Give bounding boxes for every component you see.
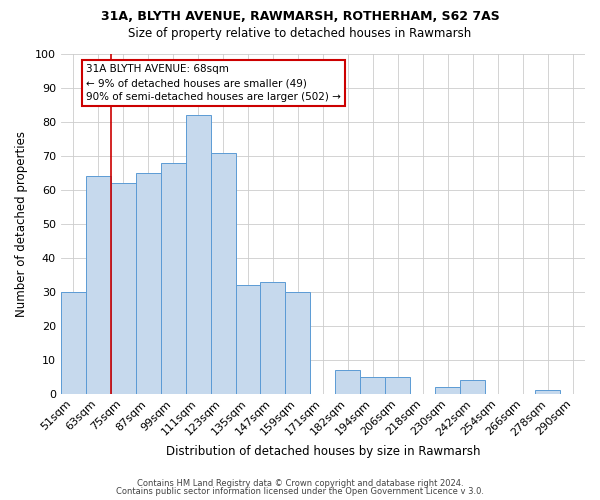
Bar	[286, 292, 310, 394]
Text: Contains public sector information licensed under the Open Government Licence v : Contains public sector information licen…	[116, 487, 484, 496]
Bar	[535, 390, 560, 394]
Bar	[385, 376, 410, 394]
Bar	[136, 173, 161, 394]
Text: 31A, BLYTH AVENUE, RAWMARSH, ROTHERHAM, S62 7AS: 31A, BLYTH AVENUE, RAWMARSH, ROTHERHAM, …	[101, 10, 499, 23]
Bar	[211, 152, 236, 394]
Bar	[185, 115, 211, 394]
Bar	[361, 376, 385, 394]
Y-axis label: Number of detached properties: Number of detached properties	[15, 131, 28, 317]
Bar	[61, 292, 86, 394]
Bar	[161, 162, 185, 394]
Text: Size of property relative to detached houses in Rawmarsh: Size of property relative to detached ho…	[128, 28, 472, 40]
Bar	[335, 370, 361, 394]
Bar	[260, 282, 286, 394]
Bar	[435, 387, 460, 394]
Text: 31A BLYTH AVENUE: 68sqm
← 9% of detached houses are smaller (49)
90% of semi-det: 31A BLYTH AVENUE: 68sqm ← 9% of detached…	[86, 64, 341, 102]
X-axis label: Distribution of detached houses by size in Rawmarsh: Distribution of detached houses by size …	[166, 444, 480, 458]
Bar	[86, 176, 111, 394]
Text: Contains HM Land Registry data © Crown copyright and database right 2024.: Contains HM Land Registry data © Crown c…	[137, 478, 463, 488]
Bar	[460, 380, 485, 394]
Bar	[236, 285, 260, 394]
Bar	[111, 183, 136, 394]
